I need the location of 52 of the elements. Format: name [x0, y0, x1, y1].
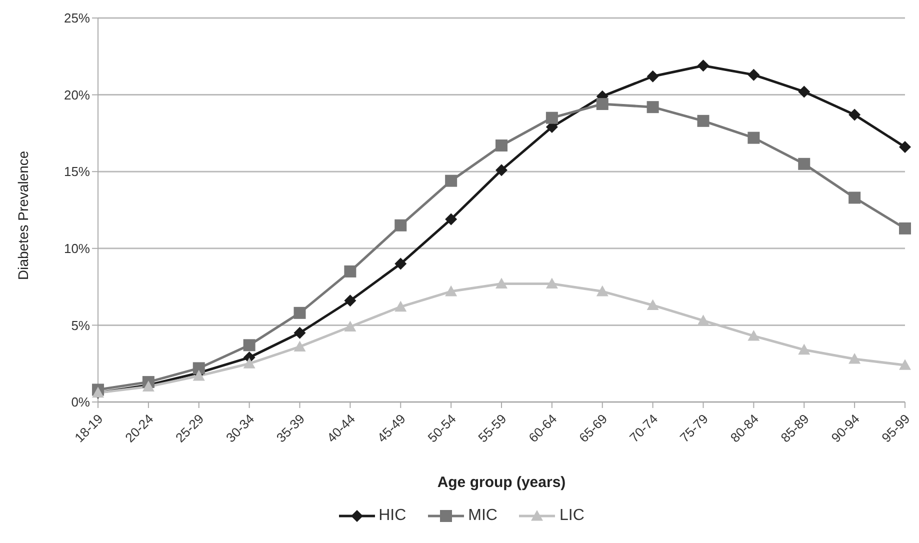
point	[748, 68, 760, 81]
point	[546, 278, 558, 289]
point	[294, 306, 306, 319]
point	[848, 108, 861, 121]
point	[445, 213, 458, 226]
point	[899, 222, 911, 234]
point	[394, 258, 407, 270]
point	[798, 86, 810, 98]
legend-label: HIC	[378, 507, 406, 525]
y-axis-title: Diabetes Prevalence	[14, 150, 31, 280]
point	[848, 352, 861, 364]
point	[748, 330, 760, 341]
point	[798, 158, 810, 170]
point	[697, 60, 710, 72]
point	[848, 192, 861, 204]
point	[394, 219, 407, 232]
point	[899, 359, 911, 370]
point	[344, 265, 356, 278]
point	[192, 370, 205, 381]
y-tick-label: 15%	[64, 164, 90, 180]
legend-label: LIC	[558, 507, 584, 525]
point	[496, 278, 508, 289]
point	[596, 285, 608, 296]
point	[496, 164, 508, 176]
legend-label: MIC	[467, 507, 498, 525]
point	[344, 294, 356, 307]
point	[646, 299, 659, 310]
point	[294, 340, 306, 352]
point	[294, 326, 306, 339]
point	[697, 114, 710, 127]
point	[243, 339, 256, 352]
y-tick-label: 5%	[71, 318, 90, 333]
y-tick-label: 10%	[64, 241, 90, 256]
point	[596, 98, 608, 110]
point	[445, 285, 458, 296]
point	[445, 174, 458, 187]
point	[344, 320, 356, 332]
point	[394, 300, 407, 312]
y-tick-label: 0%	[71, 394, 90, 410]
point	[243, 358, 256, 368]
point	[646, 70, 659, 82]
point	[546, 112, 558, 124]
point	[899, 141, 911, 154]
y-tick-label: 25%	[64, 10, 90, 26]
y-tick-label: 20%	[64, 87, 90, 102]
point	[192, 362, 205, 374]
x-axis-title: Age group (years)	[437, 474, 566, 491]
point	[697, 314, 710, 326]
point	[798, 344, 810, 355]
point	[496, 139, 508, 152]
point	[646, 101, 659, 114]
point	[748, 132, 760, 144]
